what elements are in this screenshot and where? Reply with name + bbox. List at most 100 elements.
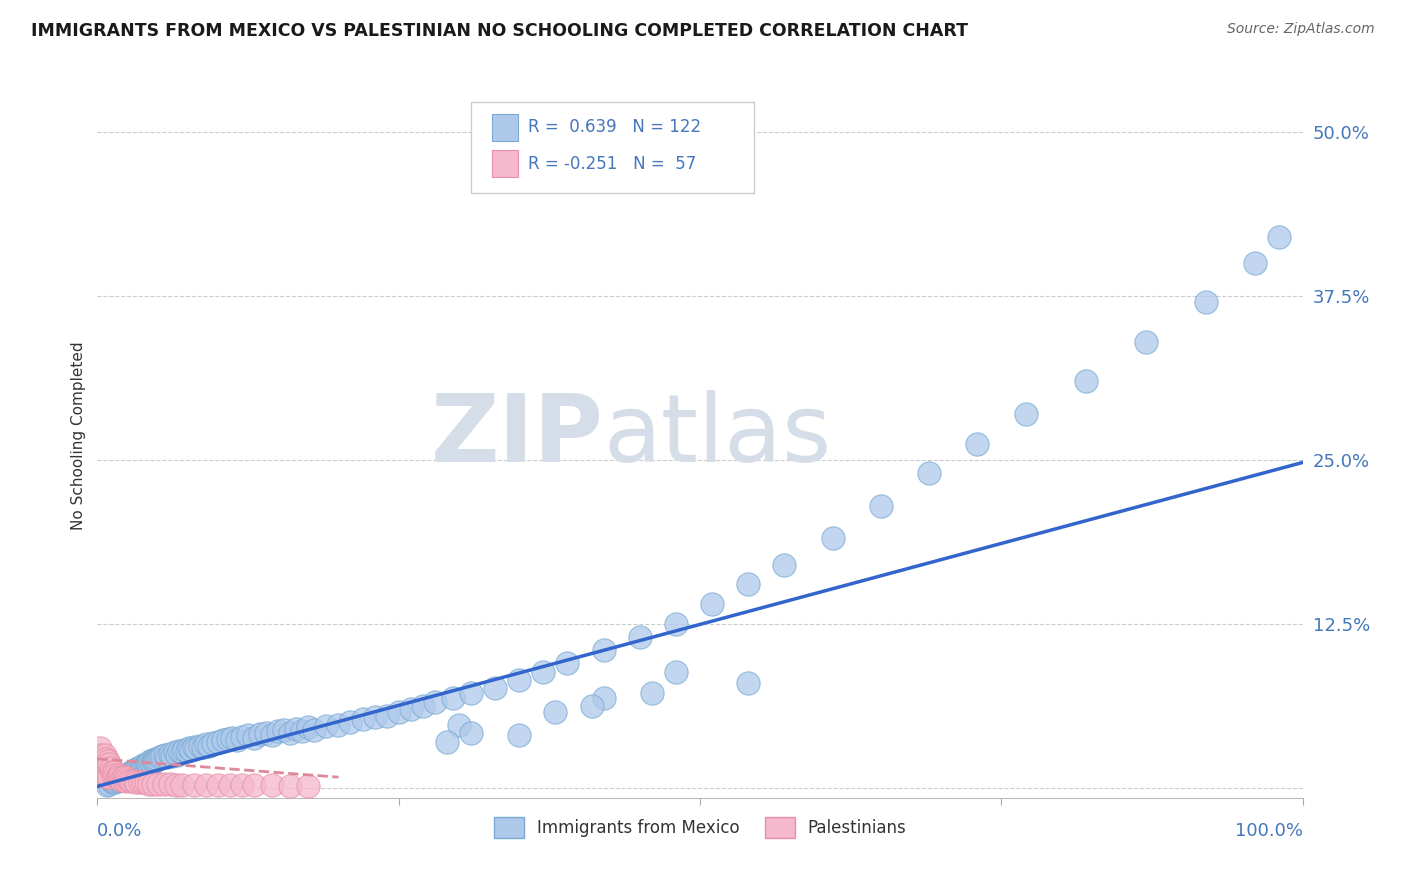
Text: 0.0%: 0.0% bbox=[97, 822, 143, 839]
Point bbox=[254, 725, 277, 739]
Point bbox=[118, 772, 141, 787]
Point bbox=[103, 764, 125, 779]
Bar bbox=[492, 113, 517, 141]
Point bbox=[207, 778, 229, 792]
Point bbox=[87, 767, 110, 781]
Point bbox=[262, 728, 284, 742]
Point bbox=[104, 767, 127, 781]
Point bbox=[112, 772, 135, 787]
Point bbox=[145, 753, 167, 767]
Point bbox=[441, 691, 464, 706]
Point bbox=[136, 756, 159, 770]
Point bbox=[1135, 334, 1157, 349]
Point bbox=[128, 762, 150, 776]
Point bbox=[98, 777, 121, 791]
Point bbox=[98, 757, 121, 772]
Point bbox=[96, 778, 118, 792]
Point bbox=[111, 770, 134, 784]
Point bbox=[297, 720, 319, 734]
Point bbox=[170, 745, 193, 759]
Point bbox=[94, 764, 117, 779]
Point bbox=[1195, 295, 1218, 310]
Point bbox=[436, 735, 458, 749]
Point bbox=[285, 722, 308, 736]
Point bbox=[700, 597, 723, 611]
Point bbox=[557, 656, 579, 670]
Point bbox=[141, 756, 163, 770]
Point bbox=[110, 770, 132, 784]
Point bbox=[665, 665, 688, 680]
Point bbox=[1267, 230, 1289, 244]
Y-axis label: No Schooling Completed: No Schooling Completed bbox=[72, 342, 86, 530]
Point bbox=[138, 757, 160, 772]
Point bbox=[104, 775, 127, 789]
Point bbox=[737, 675, 759, 690]
Point bbox=[375, 708, 398, 723]
Point bbox=[93, 747, 115, 762]
Point bbox=[249, 727, 271, 741]
Point bbox=[339, 715, 361, 730]
Point bbox=[153, 747, 176, 762]
Point bbox=[870, 499, 893, 513]
Point bbox=[159, 777, 181, 791]
Point bbox=[93, 764, 115, 779]
Point bbox=[118, 766, 141, 780]
Point bbox=[90, 747, 112, 762]
Point bbox=[262, 778, 284, 792]
Point bbox=[101, 774, 124, 789]
Text: IMMIGRANTS FROM MEXICO VS PALESTINIAN NO SCHOOLING COMPLETED CORRELATION CHART: IMMIGRANTS FROM MEXICO VS PALESTINIAN NO… bbox=[31, 22, 967, 40]
Point bbox=[111, 770, 134, 784]
Point bbox=[139, 755, 162, 769]
Point bbox=[217, 732, 239, 747]
Point bbox=[114, 770, 136, 784]
Point bbox=[117, 769, 139, 783]
Point bbox=[125, 775, 148, 789]
Point bbox=[198, 739, 221, 753]
Point bbox=[173, 742, 195, 756]
Point bbox=[918, 466, 941, 480]
Point bbox=[146, 777, 169, 791]
Point bbox=[177, 741, 200, 756]
Point bbox=[388, 705, 411, 719]
Point bbox=[112, 769, 135, 783]
Point bbox=[211, 733, 233, 747]
Point bbox=[138, 777, 160, 791]
Point bbox=[328, 717, 350, 731]
Point bbox=[101, 775, 124, 789]
Point bbox=[460, 725, 482, 739]
Point bbox=[315, 719, 337, 733]
Point bbox=[412, 699, 434, 714]
Point bbox=[96, 757, 118, 772]
Point bbox=[143, 755, 166, 769]
Point bbox=[115, 774, 138, 789]
Point bbox=[180, 742, 202, 756]
Point bbox=[231, 778, 253, 792]
Point bbox=[97, 755, 120, 769]
Point bbox=[91, 755, 114, 769]
Point bbox=[90, 761, 112, 775]
Point bbox=[219, 778, 242, 792]
Point bbox=[183, 739, 205, 754]
Point bbox=[97, 767, 120, 781]
Point bbox=[159, 747, 181, 761]
Point bbox=[134, 759, 156, 773]
Point bbox=[156, 750, 179, 764]
Point bbox=[118, 767, 141, 781]
Point bbox=[117, 772, 139, 786]
Point bbox=[129, 759, 152, 773]
Point bbox=[737, 577, 759, 591]
Point bbox=[665, 616, 688, 631]
Point bbox=[131, 761, 153, 775]
Point bbox=[94, 752, 117, 766]
Point bbox=[592, 691, 614, 706]
Point bbox=[152, 777, 174, 791]
Text: R = -0.251   N =  57: R = -0.251 N = 57 bbox=[527, 154, 696, 173]
Point bbox=[120, 774, 142, 789]
Point bbox=[226, 733, 249, 747]
Point bbox=[484, 681, 506, 695]
Point bbox=[160, 749, 183, 764]
Point bbox=[194, 778, 217, 792]
Point bbox=[423, 695, 446, 709]
Point bbox=[193, 739, 215, 754]
Point bbox=[105, 774, 128, 789]
